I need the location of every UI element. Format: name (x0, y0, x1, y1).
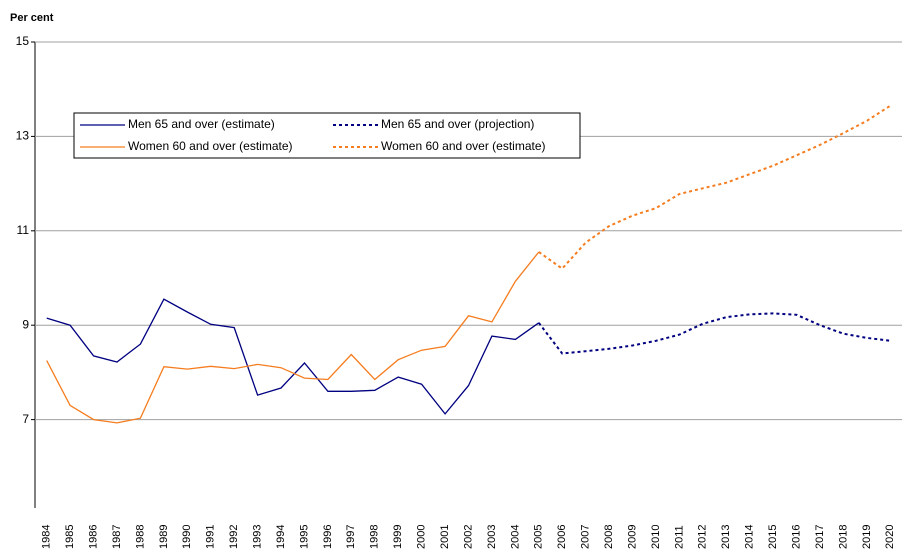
x-tick-label: 1994 (275, 525, 287, 549)
series-line (46, 251, 540, 424)
y-tick-label: 15 (16, 34, 30, 48)
series-line (538, 312, 891, 355)
x-tick-label: 2011 (673, 525, 685, 549)
x-tick-label: 1991 (205, 525, 217, 549)
x-tick-label: 2004 (509, 525, 521, 549)
x-tick-label: 2017 (814, 525, 826, 549)
x-tick-label: 2019 (861, 525, 873, 549)
x-tick-label: 2010 (650, 525, 662, 549)
x-tick-label: 1984 (41, 525, 53, 549)
x-tick-label: 1998 (369, 525, 381, 549)
y-tick-label: 7 (22, 412, 29, 426)
x-tick-label: 2014 (744, 525, 756, 549)
x-tick-label: 2003 (486, 525, 498, 549)
y-tick-label: 13 (16, 129, 30, 143)
x-tick-label: 2018 (837, 525, 849, 549)
x-tick-label: 2005 (533, 525, 545, 549)
legend-label: Men 65 and over (projection) (381, 117, 534, 131)
series-line (538, 104, 891, 270)
x-tick-label: 2008 (603, 525, 615, 549)
x-tick-label: 2006 (556, 525, 568, 549)
x-tick-label: 1999 (392, 525, 404, 549)
x-tick-label: 1992 (228, 525, 240, 549)
x-tick-label: 1990 (181, 525, 193, 549)
x-tick-label: 1993 (252, 525, 264, 549)
x-tick-label: 2000 (416, 525, 428, 549)
legend-label: Men 65 and over (estimate) (128, 117, 275, 131)
x-tick-label: 2015 (767, 525, 779, 549)
x-tick-label: 2002 (462, 525, 474, 549)
x-tick-label: 2016 (790, 525, 802, 549)
x-tick-label: 1995 (298, 525, 310, 549)
x-tick-label: 1985 (64, 525, 76, 549)
y-tick-label: 9 (22, 317, 29, 331)
x-tick-label: 2001 (439, 525, 451, 549)
x-tick-label: 1988 (134, 525, 146, 549)
legend-label: Women 60 and over (estimate) (128, 139, 293, 153)
legend-box (73, 112, 581, 159)
x-tick-label: 2020 (884, 525, 896, 549)
x-tick-label: 1997 (345, 525, 357, 549)
x-tick-label: 1989 (158, 525, 170, 549)
series-line (46, 298, 540, 415)
y-axis-label: Per cent (10, 12, 54, 24)
x-tick-label: 2007 (580, 525, 592, 549)
x-tick-label: 2009 (626, 525, 638, 549)
legend-label: Women 60 and over (estimate) (381, 139, 546, 153)
x-tick-label: 2013 (720, 525, 732, 549)
x-tick-label: 1986 (87, 525, 99, 549)
x-tick-label: 1996 (322, 525, 334, 549)
y-tick-label: 11 (17, 223, 30, 237)
x-tick-label: 1987 (111, 525, 123, 549)
x-tick-label: 2012 (697, 525, 709, 549)
